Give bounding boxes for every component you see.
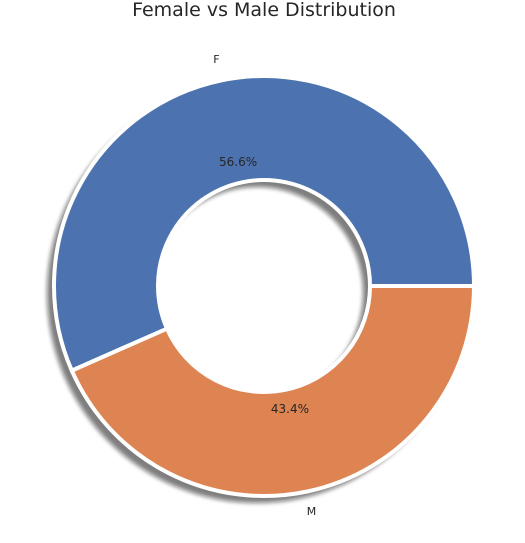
labels-group: F 56.6% M 43.4%: [213, 53, 316, 518]
percent-label-f: 56.6%: [219, 155, 257, 169]
category-label-f: F: [213, 53, 219, 66]
slices-group: [52, 74, 477, 498]
slice-f: [52, 74, 477, 374]
percent-label-m: 43.4%: [271, 402, 309, 416]
chart-title: Female vs Male Distribution: [132, 0, 396, 21]
slice-m: [69, 284, 477, 498]
category-label-m: M: [307, 505, 317, 518]
